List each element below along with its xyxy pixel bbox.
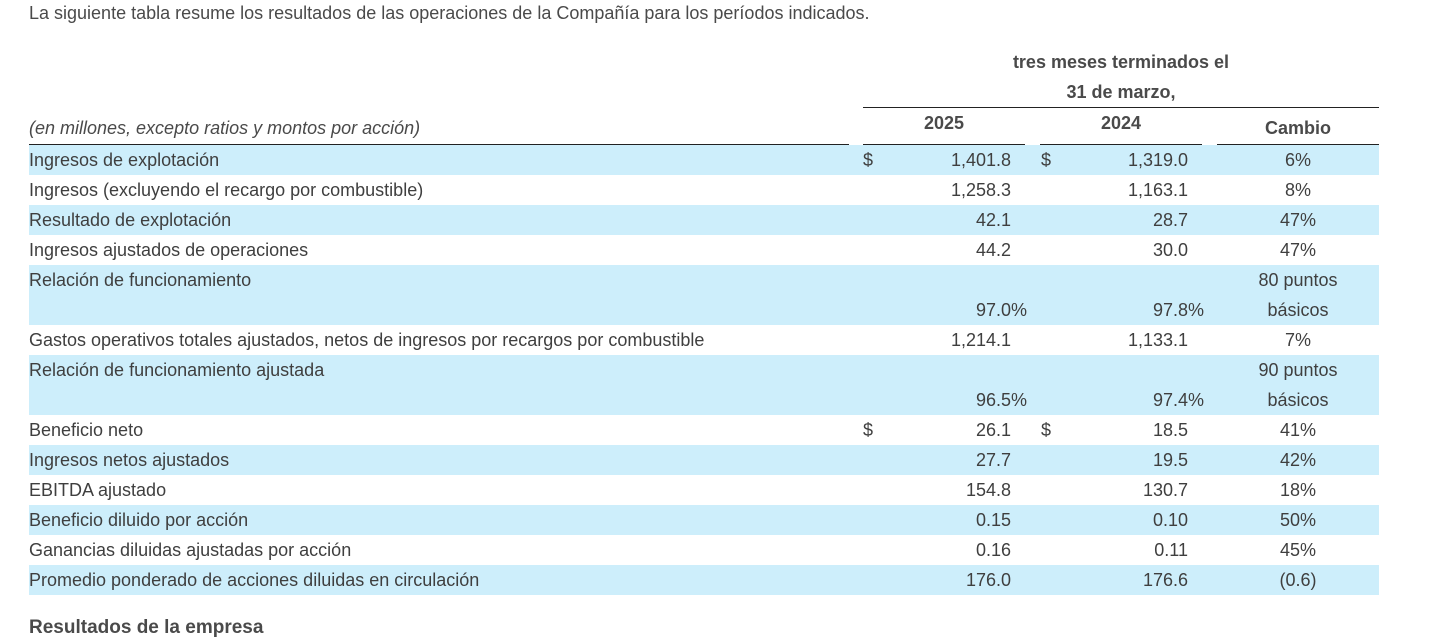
value-2025: 26.1 — [975, 420, 1011, 440]
table-row: Gastos operativos totales ajustados, net… — [29, 325, 1379, 355]
row-label: Ingresos netos ajustados — [29, 450, 230, 470]
row-label: Promedio ponderado de acciones diluidas … — [29, 570, 480, 590]
change-value: 47% — [1279, 240, 1317, 260]
row-label: Ingresos (excluyendo el recargo por comb… — [29, 180, 424, 200]
row-label: Resultado de explotación — [29, 210, 232, 230]
table-row: Ingresos (excluyendo el recargo por comb… — [29, 175, 1379, 205]
table-row: Beneficio neto $ $26.1 18.5 41% — [29, 415, 1379, 445]
change-value: 41% — [1279, 420, 1317, 440]
value-2024: 19.5 — [1152, 450, 1188, 470]
value-2025: 1,401.8 — [950, 150, 1011, 170]
change-value: 18% — [1279, 480, 1317, 500]
period-underline — [863, 107, 1379, 108]
table-caption: (en millones, excepto ratios y montos po… — [29, 118, 421, 138]
row-label: Ganancias diluidas ajustadas por acción — [29, 540, 352, 560]
value-2025: 154.8 — [965, 480, 1011, 500]
value-2024: 176.6 — [1142, 570, 1188, 590]
row-label: Relación de funcionamiento — [29, 270, 252, 290]
row-label: Gastos operativos totales ajustados, net… — [29, 330, 705, 350]
col-change-underline — [1217, 144, 1379, 145]
value-2024: 130.7 — [1142, 480, 1188, 500]
col-2025-underline — [863, 144, 1025, 145]
value-2025: 97.0% — [975, 300, 1027, 320]
change-value-line1: 80 puntos — [1258, 270, 1338, 290]
table-row: Beneficio diluido por acción 0.15 0.10 50% — [29, 505, 1379, 535]
table-row: Relación de funcionamiento ajustada 96.5%… — [29, 355, 1379, 415]
value-2024: 1,133.1 — [1127, 330, 1188, 350]
col-2024-underline — [1040, 144, 1202, 145]
intro-text: La siguiente tabla resume los resultados… — [29, 3, 870, 23]
value-2024: 1,319.0 — [1127, 150, 1188, 170]
value-2024: 28.7 — [1152, 210, 1188, 230]
change-value: (0.6) — [1279, 570, 1317, 590]
value-2024: 97.8% — [1152, 300, 1204, 320]
change-value: 50% — [1279, 510, 1317, 530]
value-2025: 176.0 — [965, 570, 1011, 590]
value-2024: 0.11 — [1154, 540, 1188, 560]
table-row: Resultado de explotación 42.1 28.7 47% — [29, 205, 1379, 235]
table-row: Ingresos de explotación $ $1,401.8 1,319.0 6… — [29, 145, 1379, 175]
change-value-line2: básicos — [1267, 300, 1329, 320]
change-value: 8% — [1284, 180, 1311, 200]
value-2024: 1,163.1 — [1127, 180, 1188, 200]
table-row: Ingresos ajustados de operaciones 44.2 30.… — [29, 235, 1379, 265]
row-label: EBITDA ajustado — [29, 480, 167, 500]
table-row: Relación de funcionamiento 97.0% 97.8% 80 p… — [29, 265, 1379, 325]
dollar-sign-2025: $ — [863, 150, 874, 170]
column-header-2025: 2025 — [923, 113, 965, 133]
value-2025: 42.1 — [975, 210, 1011, 230]
row-label: Ingresos de explotación — [29, 150, 220, 170]
column-header-change: Cambio — [1264, 118, 1331, 138]
period-header-line1: tres meses terminados el — [1012, 52, 1230, 72]
change-value: 45% — [1279, 540, 1317, 560]
change-value: 6% — [1284, 150, 1311, 170]
row-label: Ingresos ajustados de operaciones — [29, 240, 309, 260]
value-2024: 0.10 — [1152, 510, 1188, 530]
change-value: 42% — [1279, 450, 1317, 470]
table-row: EBITDA ajustado 154.8 130.7 18% — [29, 475, 1379, 505]
change-value: 7% — [1284, 330, 1311, 350]
label-column-underline — [29, 144, 849, 145]
value-2025: 0.15 — [975, 510, 1011, 530]
dollar-sign-2024: $ — [1041, 420, 1052, 440]
value-2025: 1,214.1 — [950, 330, 1011, 350]
value-2025: 44.2 — [975, 240, 1011, 260]
row-label: Beneficio neto — [29, 420, 144, 440]
value-2025: 27.7 — [975, 450, 1011, 470]
value-2024: 30.0 — [1152, 240, 1188, 260]
table-row: Ingresos netos ajustados 27.7 19.5 42% — [29, 445, 1379, 475]
table-row: Ganancias diluidas ajustadas por acción 0… — [29, 535, 1379, 565]
row-label: Beneficio diluido por acción — [29, 510, 249, 530]
value-2024: 18.5 — [1152, 420, 1188, 440]
value-2024: 97.4% — [1152, 390, 1204, 410]
period-header-line2: 31 de marzo, — [1066, 82, 1176, 102]
change-value-line2: básicos — [1267, 390, 1329, 410]
column-header-2024: 2024 — [1100, 113, 1142, 133]
dollar-sign-2025: $ — [863, 420, 874, 440]
value-2025: 96.5% — [975, 390, 1027, 410]
value-2025: 0.16 — [975, 540, 1011, 560]
table-row: Promedio ponderado de acciones diluidas … — [29, 565, 1379, 595]
section-heading: Resultados de la empresa — [29, 617, 264, 638]
change-value-line1: 90 puntos — [1258, 360, 1338, 380]
dollar-sign-2024: $ — [1041, 150, 1052, 170]
row-label: Relación de funcionamiento ajustada — [29, 360, 325, 380]
change-value: 47% — [1279, 210, 1317, 230]
value-2025: 1,258.3 — [950, 180, 1011, 200]
